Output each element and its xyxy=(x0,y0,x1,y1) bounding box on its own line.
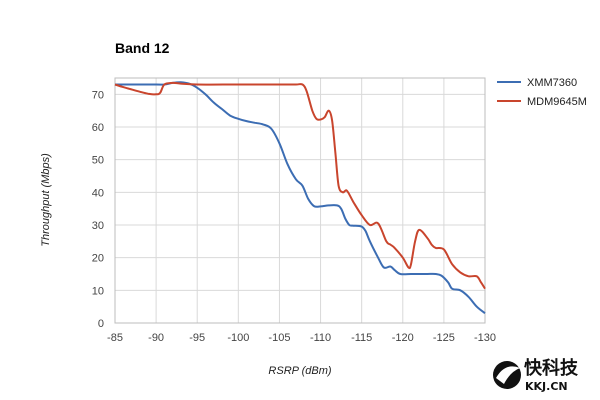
x-tick-label: -125 xyxy=(433,332,455,344)
legend: XMM7360 MDM9645M xyxy=(497,77,587,108)
watermark-latin: KKJ.CN xyxy=(525,380,568,393)
y-tick-label: 20 xyxy=(92,253,104,265)
y-tick-label: 50 xyxy=(92,155,104,167)
x-tick-label: -105 xyxy=(268,332,290,344)
series-line-xmm7360 xyxy=(114,81,486,314)
x-tick-label: -110 xyxy=(310,332,331,344)
watermark-logo: 快科技 KKJ.CN xyxy=(493,357,579,393)
x-tick-label: -130 xyxy=(474,332,496,344)
tick-labels: -85 -90 -95 -100 -105 -110 -115 -120 -125 -130 0 10… xyxy=(92,89,496,344)
watermark-chinese: 快科技 xyxy=(524,357,579,379)
x-tick-label: -95 xyxy=(189,332,205,344)
x-tick-label: -90 xyxy=(148,332,164,344)
series-line-mdm9645m xyxy=(114,81,486,290)
series-lines xyxy=(114,81,486,314)
y-tick-label: 10 xyxy=(92,285,104,297)
chart-title: Band 12 xyxy=(115,40,170,56)
x-axis-label: RSRP (dBm) xyxy=(268,365,331,377)
x-tick-label: -115 xyxy=(351,332,372,344)
legend-label: MDM9645M xyxy=(527,96,587,108)
y-tick-label: 60 xyxy=(92,122,104,134)
y-tick-label: 40 xyxy=(92,187,104,199)
watermark-emblem-swoosh xyxy=(496,366,520,384)
y-tick-label: 0 xyxy=(98,318,104,330)
legend-label: XMM7360 xyxy=(527,77,577,89)
y-axis-label: Throughput (Mbps) xyxy=(40,153,52,247)
y-tick-label: 30 xyxy=(92,220,104,232)
grid xyxy=(114,77,486,324)
y-tick-label: 70 xyxy=(92,89,104,101)
x-tick-label: -100 xyxy=(227,332,249,344)
plot-frame xyxy=(114,77,486,324)
x-tick-label: -120 xyxy=(392,332,414,344)
x-tick-label: -85 xyxy=(107,332,123,344)
